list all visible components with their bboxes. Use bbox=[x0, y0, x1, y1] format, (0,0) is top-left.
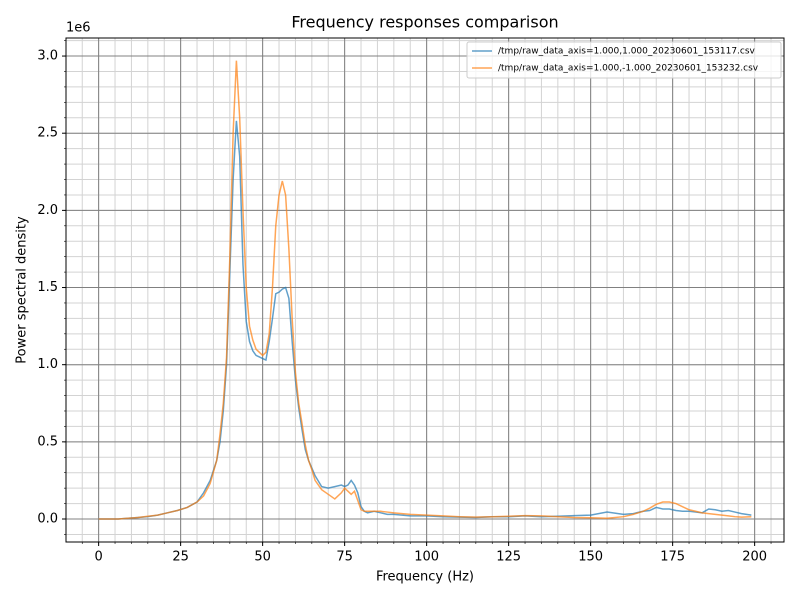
y-offset-label: 1e6 bbox=[66, 21, 91, 36]
x-tick-label: 0 bbox=[94, 550, 102, 565]
y-tick-label: 3.0 bbox=[37, 49, 58, 64]
y-tick-label: 1.0 bbox=[37, 357, 58, 372]
x-tick-label: 25 bbox=[172, 550, 189, 565]
x-tick-label: 175 bbox=[660, 550, 685, 565]
y-axis-label: Power spectral density bbox=[15, 216, 30, 364]
y-tick-label: 2.5 bbox=[37, 126, 58, 141]
x-axis-label: Frequency (Hz) bbox=[376, 570, 474, 585]
y-tick-label: 0.0 bbox=[37, 512, 58, 527]
x-tick-label: 75 bbox=[336, 550, 353, 565]
series-line bbox=[98, 60, 752, 520]
plot-frame bbox=[65, 37, 785, 543]
x-tick-label: 50 bbox=[254, 550, 271, 565]
legend-label: /tmp/raw_data_axis=1.000,1.000_20230601_… bbox=[498, 47, 756, 57]
chart-title: Frequency responses comparison bbox=[291, 13, 558, 32]
legend-box bbox=[466, 41, 782, 79]
legend: /tmp/raw_data_axis=1.000,1.000_20230601_… bbox=[466, 41, 782, 79]
y-tick-label: 2.0 bbox=[37, 203, 58, 218]
y-tick-label: 1.5 bbox=[37, 280, 58, 295]
y-tick-label: 0.5 bbox=[37, 434, 58, 449]
x-tick-label: 200 bbox=[742, 550, 767, 565]
x-tick-label: 100 bbox=[414, 550, 439, 565]
legend-label: /tmp/raw_data_axis=1.000,-1.000_20230601… bbox=[498, 64, 759, 74]
x-tick-label: 150 bbox=[578, 550, 603, 565]
x-tick-label: 125 bbox=[496, 550, 521, 565]
